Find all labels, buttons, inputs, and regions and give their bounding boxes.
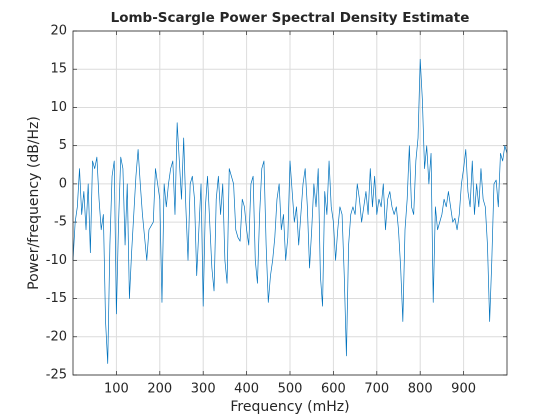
x-tick-label: 400 [234,382,259,397]
y-tick-label: 5 [59,138,67,153]
y-tick-label: -25 [46,368,67,383]
data-line [72,58,508,364]
y-tick-label: -10 [46,253,67,268]
x-tick-label: 500 [278,382,303,397]
x-tick-label: 300 [191,382,216,397]
y-tick-label: -5 [54,215,67,230]
y-tick-label: -15 [46,291,67,306]
x-tick-label: 600 [321,382,346,397]
y-axis-label: Power/frequency (dB/Hz) [26,116,42,290]
x-tick-label: 900 [451,382,476,397]
axes-box [72,30,508,376]
x-tick-label: 700 [364,382,389,397]
y-tick-label: 20 [50,24,67,39]
y-tick-label: 0 [59,176,67,191]
chart-title: Lomb-Scargle Power Spectral Density Esti… [111,10,470,26]
x-axis-label: Frequency (mHz) [230,399,349,415]
x-tick-label: 200 [147,382,172,397]
x-tick-label: 800 [408,382,433,397]
y-tick-label: 10 [50,100,67,115]
x-tick-label: 100 [104,382,129,397]
y-tick-label: -20 [46,329,67,344]
y-tick-label: 15 [50,62,67,77]
